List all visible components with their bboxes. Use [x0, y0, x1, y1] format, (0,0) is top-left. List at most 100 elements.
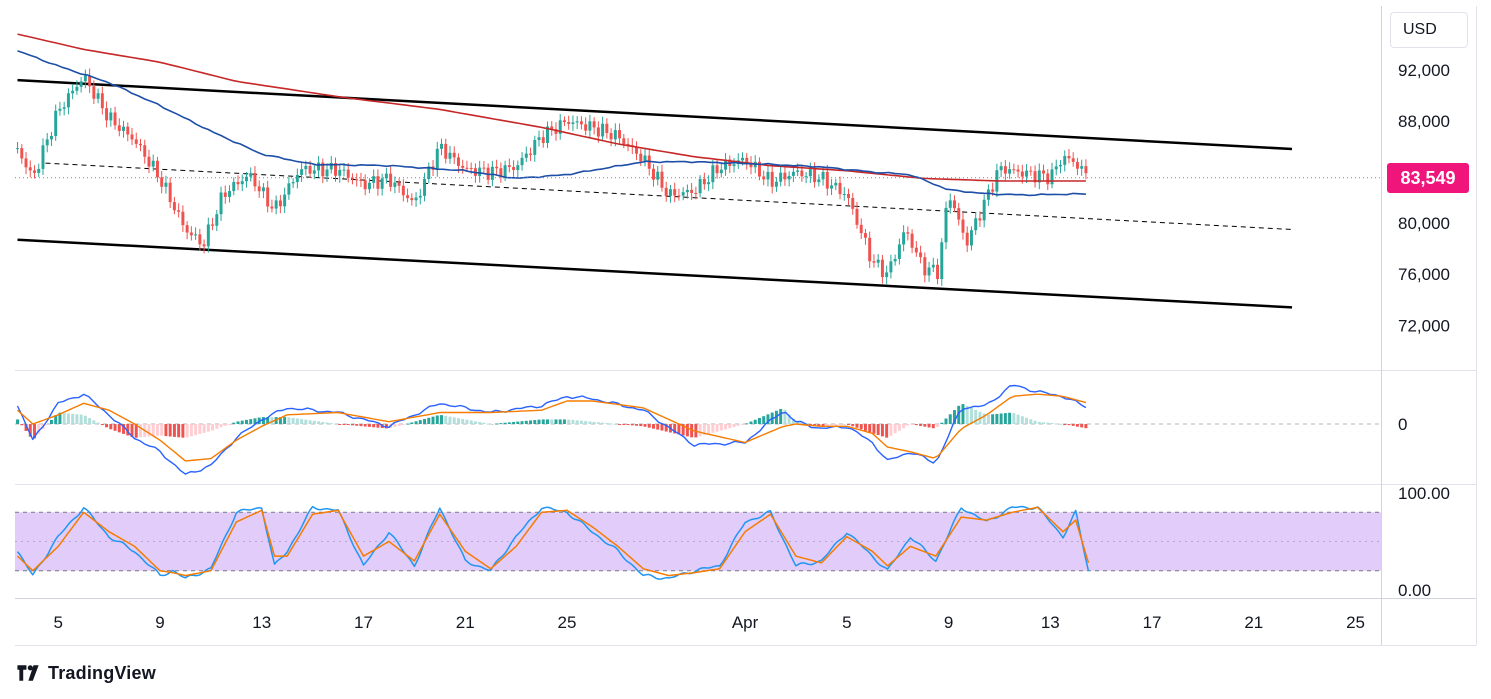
candle-body	[779, 172, 783, 182]
candle-body	[618, 130, 622, 139]
macd-histogram-bar	[465, 419, 469, 425]
candle-body	[626, 143, 630, 146]
candle-body	[766, 171, 770, 180]
macd-histogram-bar	[478, 422, 482, 425]
candle-body	[927, 267, 931, 276]
candle-body	[317, 162, 321, 171]
macd-histogram-bar	[312, 420, 316, 425]
macd-histogram-bar	[800, 422, 804, 425]
candle-body	[100, 93, 104, 109]
macd-histogram-bar	[953, 410, 956, 425]
macd-histogram-bar	[452, 417, 456, 425]
candle-body	[143, 145, 147, 157]
candle-body	[919, 252, 923, 258]
candle-body	[876, 259, 880, 263]
macd-histogram-bar	[885, 424, 889, 438]
candle-body	[914, 247, 918, 253]
candle-body	[376, 176, 380, 189]
macd-histogram-bar	[605, 423, 609, 425]
macd-histogram-bar	[931, 424, 935, 429]
candle-body	[295, 174, 299, 183]
macd-histogram-bar	[469, 420, 473, 425]
macd-histogram-bar	[113, 424, 117, 431]
candle-body	[88, 75, 92, 87]
macd-histogram-bar	[308, 420, 312, 425]
candle-body	[520, 157, 524, 166]
stoch-rsi-pane	[15, 505, 1381, 580]
macd-histogram-bar	[796, 422, 800, 425]
candle-body	[287, 183, 291, 195]
candle-body	[953, 200, 956, 209]
candle-body	[58, 108, 62, 111]
candle-body	[304, 165, 308, 170]
macd-histogram-bar	[1042, 422, 1046, 425]
candle-body	[1008, 169, 1012, 174]
candle-body	[117, 125, 121, 131]
candle-body	[33, 170, 36, 173]
candle-body	[724, 159, 728, 170]
macd-histogram-bar	[261, 417, 265, 425]
macd-histogram-bar	[291, 417, 295, 425]
candle-body	[796, 170, 800, 172]
macd-histogram-bar	[232, 422, 236, 425]
candle-body	[389, 173, 393, 187]
candle-body	[465, 167, 469, 169]
brand[interactable]: TradingView	[16, 660, 156, 686]
macd-histogram-bar	[363, 424, 367, 427]
macd-histogram-bar	[554, 419, 558, 425]
macd-histogram-bar	[643, 424, 647, 427]
candle-body	[270, 206, 274, 209]
macd-histogram-bar	[842, 424, 846, 426]
macd-histogram-bar	[690, 424, 694, 438]
macd-histogram-bar	[1033, 420, 1037, 425]
macd-histogram-bar	[448, 416, 452, 425]
macd-histogram-bar	[847, 424, 850, 426]
candle-body	[130, 134, 134, 140]
candle-body	[194, 234, 198, 236]
macd-histogram-bar	[813, 424, 817, 426]
candle-body	[902, 232, 906, 245]
macd-histogram-bar	[1063, 424, 1067, 426]
candle-body	[49, 135, 53, 140]
candle-body	[448, 152, 452, 159]
macd-histogram-bar	[791, 418, 795, 425]
macd-histogram-bar	[164, 424, 168, 437]
macd-histogram-bar	[105, 424, 109, 428]
candle-body	[690, 189, 694, 193]
candle-body	[418, 195, 422, 198]
pane-borders	[15, 6, 1477, 646]
macd-histogram-bar	[346, 424, 350, 426]
candle-body	[774, 181, 778, 187]
last-price-value: 83,549	[1400, 168, 1456, 188]
candle-body	[732, 164, 736, 167]
macd-histogram-bar	[969, 407, 973, 425]
candle-body	[253, 173, 257, 187]
candle-body	[885, 272, 889, 278]
candle-body	[223, 192, 227, 197]
macd-histogram-bar	[698, 424, 702, 437]
price-axis-label: 88,000	[1398, 112, 1450, 131]
candle-body	[177, 210, 181, 212]
candle-body	[257, 186, 261, 192]
candle-body	[478, 167, 482, 176]
channel-upper-line	[17, 78, 1293, 151]
macd-histogram-bar	[96, 422, 100, 425]
candle-body	[503, 165, 507, 177]
currency-selector[interactable]: USD	[1390, 12, 1468, 48]
macd-signal-line	[17, 393, 1087, 462]
macd-histogram-bar	[550, 419, 554, 425]
candle-body	[1025, 170, 1029, 177]
candle-body	[652, 168, 655, 180]
macd-histogram-bar	[677, 424, 681, 435]
candle-body	[524, 153, 528, 158]
candle-body	[965, 232, 969, 246]
candle-body	[749, 162, 753, 168]
macd-histogram-bar	[749, 421, 753, 425]
macd-histogram-bar	[546, 419, 549, 425]
macd-histogram-bar	[516, 421, 520, 425]
candle-body	[757, 161, 761, 177]
candle-body	[291, 182, 295, 184]
candle-body	[410, 198, 414, 201]
macd-histogram-bar	[194, 424, 198, 436]
candle-body	[516, 165, 520, 171]
